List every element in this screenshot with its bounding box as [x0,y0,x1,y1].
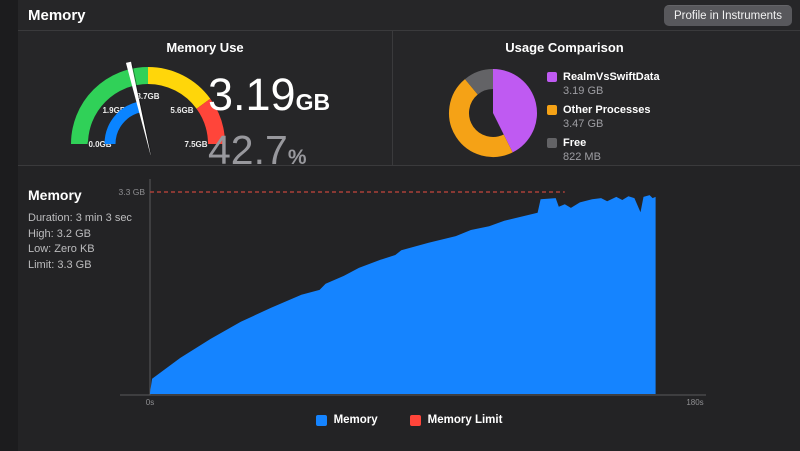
usage-donut-svg [449,69,537,157]
legend-head-app: RealmVsSwiftData [547,71,660,83]
gauge-zone-2 [196,98,225,145]
memory-value-number: 3.19 [208,69,296,120]
memory-use-panel: Memory Use 0.0GB 1.9GB 3.7GB 5.6GB 7.5GB 3.1… [18,31,393,172]
other-swatch-icon [547,105,557,115]
header-bar: Memory Profile in Instruments [18,0,800,31]
gauge-zone-0 [71,67,149,145]
history-legend-memory: Memory [315,414,378,426]
limit-axis-label: 3.3 GB [119,187,146,197]
usage-comparison-title: Usage Comparison [505,40,624,55]
memory-limit-swatch-icon [409,414,421,426]
history-legend: Memory Memory Limit [18,414,800,426]
window-edge-strip [0,0,18,451]
app-swatch-icon [547,72,557,82]
memory-use-title: Memory Use [166,40,244,55]
stat-limit: Limit: 3.3 GB [28,258,92,271]
stat-duration: Duration: 3 min 3 sec [28,212,132,224]
memory-swatch-icon [315,414,327,426]
usage-legend: RealmVsSwiftData 3.19 GB Other Processes… [547,71,660,170]
legend-value-other: 3.47 GB [563,118,604,130]
legend-label-free: Free [563,137,587,149]
legend-row-app: RealmVsSwiftData 3.19 GB [547,71,660,97]
history-legend-limit-label: Memory Limit [427,414,503,426]
memory-history-section: 3.3 GB 0s 180s Memory Duration: 3 min 3 se… [18,167,800,451]
legend-value-app: 3.19 GB [563,85,604,97]
legend-head-other: Other Processes [547,104,660,116]
memory-value-unit: GB [295,89,331,115]
free-swatch-icon [547,138,557,148]
donut-slice-1 [449,79,513,157]
memory-history-info: Memory Duration: 3 min 3 sec High: 3.2 G… [28,187,132,273]
legend-row-free: Free 822 MB [547,137,660,163]
memory-percent-unit: % [287,146,307,169]
gauge-tick-label-1: 1.9GB [102,106,125,115]
legend-label-app: RealmVsSwiftData [563,71,660,83]
donut-slice-2 [464,69,494,95]
memory-value-block: 3.19GB 42.7% [208,72,331,182]
gauge-tick-label-0: 0.0GB [88,140,111,149]
gauges-row: Memory Use 0.0GB 1.9GB 3.7GB 5.6GB 7.5GB 3.1… [18,31,800,172]
legend-row-other: Other Processes 3.47 GB [547,104,660,130]
history-legend-limit: Memory Limit [409,414,503,426]
gauge-zone-1 [147,67,211,110]
legend-label-other: Other Processes [563,104,651,116]
donut-slice-0 [493,69,537,153]
gauge-tick-label-3: 5.6GB [170,106,193,115]
memory-history-chart-svg: 3.3 GB 0s 180s [119,179,706,407]
history-legend-memory-label: Memory [333,414,378,426]
memory-value: 3.19GB [208,72,331,128]
gauge-tick-label-2: 3.7GB [136,92,159,101]
memory-gauge-svg: 0.0GB 1.9GB 3.7GB 5.6GB 7.5GB [71,61,225,155]
gauge-usage-arc [104,101,141,145]
memory-percent: 42.7% [208,128,330,182]
legend-head-free: Free [547,137,660,149]
memory-history-title: Memory [28,187,82,203]
stat-high: High: 3.2 GB [28,227,91,240]
usage-comparison-panel: Usage Comparison RealmVsSwiftData 3.19 G… [393,31,800,165]
memory-area-series [150,195,656,394]
x-tick-label-0: 0s [146,398,154,407]
page-title: Memory [28,7,86,24]
gauge-needle-icon [125,61,151,155]
legend-value-free: 822 MB [563,151,601,163]
profile-in-instruments-button[interactable]: Profile in Instruments [663,5,792,26]
stat-low: Low: Zero KB [28,243,95,255]
x-tick-label-1: 180s [686,398,703,407]
memory-percent-number: 42.7 [208,127,288,173]
gauge-tick-label-4: 7.5GB [184,140,207,149]
